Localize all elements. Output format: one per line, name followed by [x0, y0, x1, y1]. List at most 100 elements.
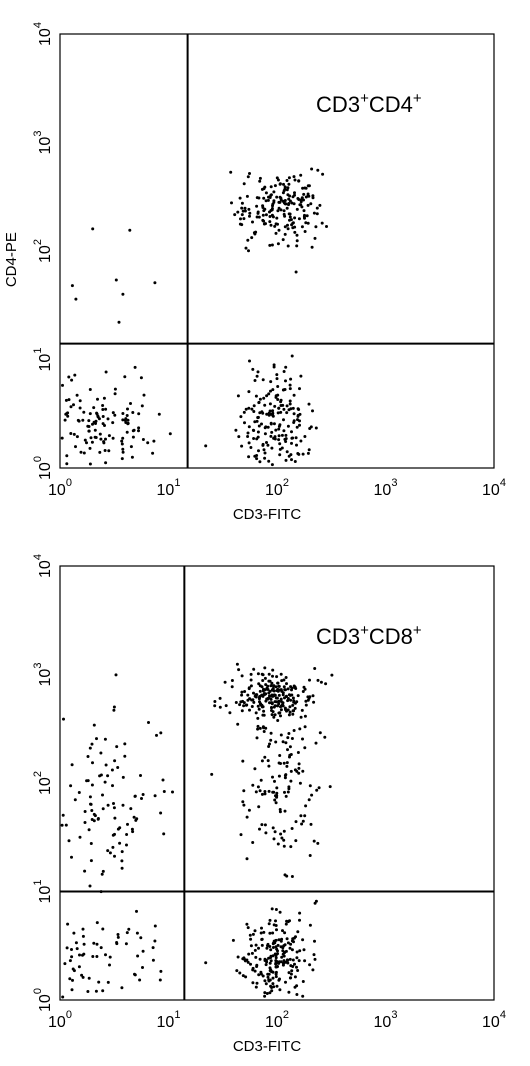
data-point — [263, 403, 267, 407]
data-point — [246, 435, 250, 438]
data-point — [277, 938, 281, 942]
data-point — [275, 786, 279, 790]
data-point — [120, 986, 124, 990]
data-point — [237, 435, 241, 439]
data-point — [245, 857, 249, 861]
data-point — [281, 952, 285, 956]
data-point — [67, 839, 71, 843]
data-point — [290, 201, 294, 205]
data-point — [121, 775, 125, 779]
data-point — [257, 215, 261, 219]
data-point — [110, 768, 114, 772]
data-point — [259, 931, 263, 935]
data-point — [257, 401, 261, 405]
data-point — [279, 832, 283, 836]
data-point — [299, 439, 303, 443]
data-point — [255, 215, 259, 219]
data-point — [281, 238, 285, 242]
data-point — [236, 722, 240, 726]
data-point — [271, 215, 275, 219]
data-point — [282, 685, 286, 689]
data-point — [312, 211, 316, 215]
data-point — [91, 761, 94, 765]
data-point — [254, 694, 258, 698]
data-point — [266, 759, 270, 763]
data-point — [65, 946, 69, 950]
data-point — [262, 713, 266, 717]
data-point — [268, 931, 272, 935]
data-point — [256, 704, 260, 708]
data-point — [285, 919, 289, 923]
data-point — [238, 971, 242, 975]
data-point — [136, 954, 140, 958]
data-point — [271, 976, 275, 980]
data-point — [96, 397, 99, 401]
data-point — [247, 455, 251, 459]
data-point — [243, 421, 246, 425]
data-point — [284, 365, 288, 369]
data-point — [270, 430, 274, 434]
data-point — [247, 390, 251, 394]
data-point — [244, 703, 248, 707]
data-point — [120, 457, 124, 461]
data-point — [290, 875, 294, 878]
data-point — [288, 387, 292, 391]
data-point — [288, 919, 291, 923]
data-point — [63, 418, 67, 422]
data-point — [158, 978, 162, 982]
data-point — [129, 807, 133, 811]
data-point — [325, 225, 328, 228]
data-point — [120, 850, 124, 854]
data-point — [116, 933, 120, 936]
data-point — [281, 929, 284, 933]
data-point — [311, 968, 315, 972]
data-point — [318, 203, 322, 207]
data-point — [265, 394, 269, 398]
data-point — [276, 385, 280, 388]
data-point — [294, 935, 297, 939]
data-point — [305, 214, 309, 218]
data-point — [276, 719, 280, 722]
data-point — [295, 950, 299, 954]
data-point — [274, 696, 278, 700]
data-point — [291, 436, 295, 440]
data-point — [121, 450, 125, 454]
data-point — [168, 432, 172, 436]
data-point — [257, 973, 261, 977]
data-point — [255, 374, 259, 378]
data-point — [81, 418, 85, 422]
y-tick-label: 101 — [32, 880, 54, 904]
data-point — [267, 672, 271, 676]
data-point — [314, 426, 318, 430]
data-point — [283, 232, 287, 236]
data-point — [120, 439, 124, 443]
data-point — [278, 910, 282, 914]
data-point — [78, 835, 82, 839]
data-point — [261, 673, 265, 677]
data-point — [257, 946, 260, 950]
data-point — [270, 702, 274, 706]
data-point — [267, 764, 271, 768]
data-point — [273, 184, 277, 188]
data-point — [240, 213, 244, 217]
data-point — [87, 429, 91, 433]
data-point — [262, 730, 266, 733]
data-point — [267, 413, 271, 417]
data-point — [241, 209, 245, 213]
data-point — [295, 425, 299, 429]
data-point — [291, 696, 295, 700]
data-point — [278, 808, 282, 811]
data-point — [120, 859, 124, 863]
data-point — [242, 704, 246, 708]
data-point — [161, 778, 165, 782]
data-point — [245, 194, 249, 198]
plot-frame — [59, 33, 495, 469]
data-point — [286, 958, 290, 962]
x-tick-label: 102 — [265, 477, 289, 499]
data-point — [274, 685, 278, 689]
data-point — [270, 706, 273, 709]
data-point — [135, 909, 138, 913]
data-point — [276, 398, 280, 401]
x-tick-label: 100 — [48, 1009, 72, 1031]
data-point — [234, 701, 238, 704]
